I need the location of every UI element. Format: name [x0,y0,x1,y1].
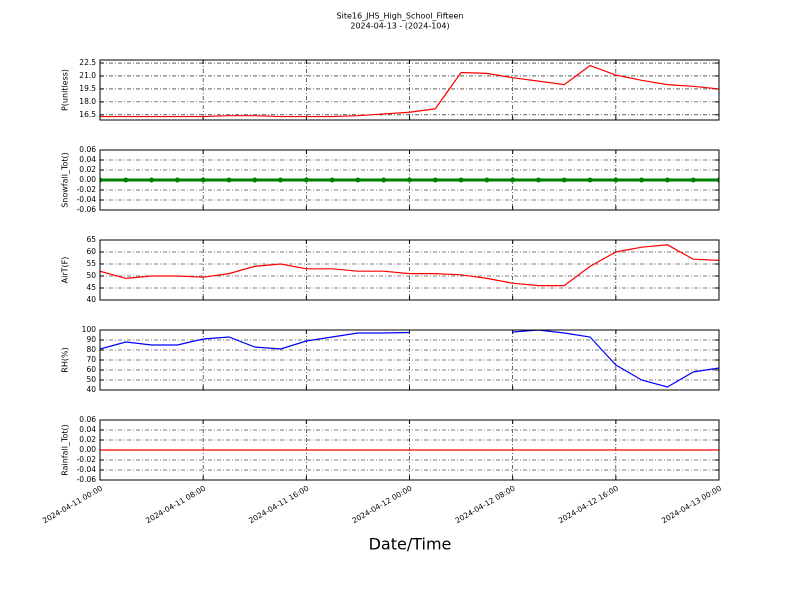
y-tick-label: 21.0 [79,71,96,80]
y-tick-label: 45 [86,283,96,292]
line [100,244,719,287]
series [100,330,719,388]
y-tick-label: -0.06 [77,205,97,214]
y-tick-label: 65 [86,235,96,244]
series [100,64,719,118]
y-tick-label: 50 [86,271,96,280]
x-axis-label: Date/Time [369,535,452,554]
marker [716,177,719,183]
marker [664,177,670,183]
y-tick-label: 0.02 [79,165,96,174]
marker [432,177,438,183]
y-tick-label: 22.5 [79,58,96,67]
marker [100,177,103,183]
marker [587,177,593,183]
line [100,331,410,350]
y-axis-label: Snowfall_Tot() [61,152,70,208]
y-tick-label: 60 [86,365,96,374]
y-axis-label: Rainfall_Tot() [61,424,70,476]
plot-frame [99,329,720,391]
marker [303,177,309,183]
y-tick-label: 40 [86,295,96,304]
y-tick-label: -0.02 [77,185,97,194]
marker [278,177,284,183]
y-tick-label: 0.06 [79,145,96,154]
plot-frame [99,149,720,211]
y-tick-label: 0.04 [79,155,96,164]
marker [561,177,567,183]
marker [200,177,206,183]
y-tick-label: 16.5 [79,110,96,119]
marker [639,177,645,183]
chart-title: Site16_JHS_High_School_Fifteen [337,12,464,21]
y-tick-label: -0.02 [77,455,97,464]
y-axis-label: RH(%) [61,347,70,372]
y-tick-label: 70 [86,355,96,364]
plot-frame [99,419,720,481]
y-tick-label: -0.04 [77,465,97,474]
marker [252,177,258,183]
plot-frame [99,59,720,121]
y-tick-label: 80 [86,345,96,354]
marker [484,177,490,183]
line [512,330,719,388]
y-tick-label: -0.06 [77,475,97,484]
marker [381,177,387,183]
y-tick-label: 0.00 [79,445,96,454]
y-tick-label: 100 [82,325,97,334]
y-tick-label: 90 [86,335,96,344]
marker [535,177,541,183]
marker [458,177,464,183]
y-tick-label: 50 [86,375,96,384]
y-tick-label: 60 [86,247,96,256]
y-axis-label: AirT(F) [61,257,70,284]
y-tick-label: 0.02 [79,435,96,444]
y-tick-label: 18.0 [79,97,96,106]
y-tick-label: 0.00 [79,175,96,184]
y-tick-label: 40 [86,385,96,394]
marker [407,177,412,183]
marker [510,177,516,183]
y-tick-label: 19.5 [79,84,96,93]
marker [174,177,180,183]
y-axis-label: P(unitless) [61,69,70,111]
series [100,244,719,287]
y-tick-label: 0.04 [79,425,96,434]
marker [329,177,335,183]
plot-frame [99,239,720,301]
marker [149,177,155,183]
chart-subtitle: 2024-04-13 - (2024-104) [350,22,449,31]
marker [613,177,619,183]
y-tick-label: 55 [86,259,96,268]
y-tick-label: -0.04 [77,195,97,204]
line [100,64,719,118]
y-tick-label: 0.06 [79,415,96,424]
series [100,177,719,183]
marker [123,177,129,183]
marker [226,177,232,183]
marker [690,177,696,183]
marker [355,177,361,183]
